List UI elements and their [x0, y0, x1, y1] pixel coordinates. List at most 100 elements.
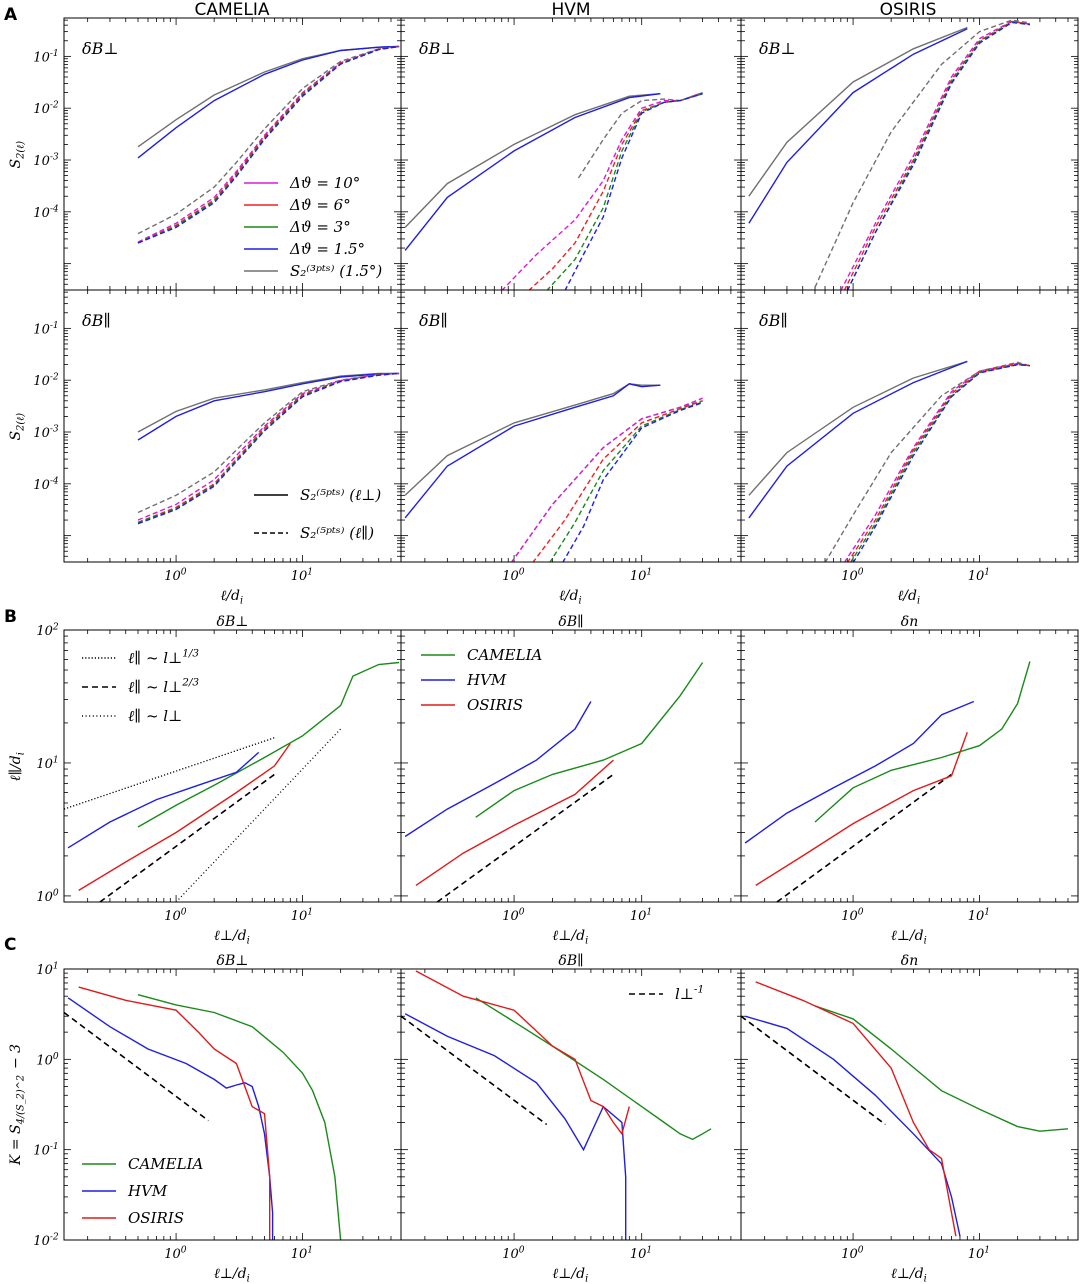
series-group: [404, 662, 704, 902]
panel-title: δB⊥: [217, 614, 249, 630]
series-line: [137, 372, 400, 524]
series-line: [562, 401, 703, 562]
series-line: [528, 93, 703, 290]
series-line-camelia: [137, 661, 400, 828]
series-line-hvm: [404, 701, 592, 838]
series-line-osiris: [755, 981, 957, 1237]
series-line: [404, 93, 661, 228]
legend-text: ℓ∥ ~ l⊥: [128, 707, 182, 725]
series-line: [852, 363, 1030, 562]
series-line: [748, 28, 968, 224]
panel-c-2: 100 101 ℓ⊥/di δn: [740, 953, 1079, 1284]
y-axis-label: ℓ∥/di: [8, 751, 27, 782]
panel-a-top-1: δB⊥: [400, 17, 742, 291]
panel-field-label: δB∥: [419, 311, 448, 330]
series-line-camelia: [137, 994, 342, 1240]
series-line: [137, 372, 400, 521]
x-tick-label: 101: [968, 908, 992, 924]
x-tick-label: 100: [164, 568, 188, 584]
series-group: [404, 383, 703, 562]
plot-frame: [400, 289, 742, 563]
series-line-camelia: [814, 661, 1031, 823]
ticks: [401, 629, 742, 903]
y-tick-label: 100: [36, 1052, 60, 1068]
ticks: [741, 18, 1079, 290]
y-axis-label-group: S2(ℓ): [8, 412, 27, 441]
x-axis-label: ℓ⊥/di: [552, 1266, 589, 1284]
y-tick-label: 101: [36, 755, 60, 771]
panel-title: δB∥: [558, 953, 583, 969]
legend-text: OSIRIS: [467, 696, 523, 714]
x-tick-label: 101: [291, 908, 315, 924]
series-line: [748, 26, 968, 197]
series-line-osiris: [78, 743, 291, 891]
series-line: [846, 362, 1031, 562]
column-title-camelia: CAMELIA: [194, 0, 269, 20]
x-tick-label: 101: [291, 1246, 315, 1262]
column-title-hvm: HVM: [551, 0, 590, 20]
legend-text: ℓ∥ ~ l⊥2/3: [128, 677, 201, 696]
reference-line: [99, 773, 275, 902]
y-tick-label: 10-1: [33, 1142, 60, 1158]
ticks: [64, 18, 402, 290]
series-group: [401, 970, 712, 1240]
y-axis-label-group: S2(ℓ): [8, 140, 27, 169]
series-line: [843, 20, 1031, 290]
series-group: [748, 360, 1031, 562]
y-tick-label: 10-1: [33, 49, 60, 65]
panel-b-2: 100 101 ℓ⊥/di δn: [740, 614, 1079, 947]
ticks: [401, 968, 742, 1241]
x-tick-label: 100: [502, 568, 526, 584]
x-tick-label: 100: [164, 1246, 188, 1262]
x-tick-label: 100: [841, 568, 865, 584]
panel-a-top-2: δB⊥: [740, 17, 1079, 291]
series-line: [577, 91, 703, 179]
plot-frame: [740, 289, 1079, 563]
ticks: [741, 968, 1079, 1241]
series-line-hvm: [67, 997, 274, 1240]
series-line: [849, 363, 1030, 562]
series-line: [501, 91, 703, 290]
panel-a-top-0: 10-4 10-3 10-2 10-1 S2(ℓ) δB⊥Δϑ = 10°Δϑ …: [8, 17, 402, 291]
y-tick-label: 10-2: [33, 101, 60, 117]
y-axis-label-group: K = S4/(S_2)^2 − 3: [8, 1044, 27, 1166]
panel-field-label: δB⊥: [419, 39, 455, 58]
reference-line: [401, 1015, 548, 1126]
x-axis-label: ℓ/di: [897, 588, 921, 607]
panel-a-bottom-0: 10-4 10-3 10-2 10-1 100 101 ℓ/di S2(ℓ) δ…: [8, 289, 402, 607]
panel-c-0: 10-2 10-1 100 101 100 101 ℓ⊥/di δB⊥ K = S…: [8, 953, 402, 1284]
legend-text: HVM: [127, 1182, 168, 1200]
series-line-camelia: [814, 1005, 1069, 1132]
figure-labels: A B C CAMELIA HVM OSIRIS: [4, 0, 936, 955]
panel-a-bottom-2: 100 101 ℓ/di δB∥: [740, 289, 1079, 607]
y-axis-label: S2(ℓ): [8, 412, 27, 441]
x-tick-label: 100: [841, 1246, 865, 1262]
x-tick-label: 101: [968, 568, 992, 584]
x-axis-label: ℓ⊥/di: [891, 1266, 928, 1284]
series-line: [404, 93, 661, 251]
legend: l⊥-1: [629, 984, 704, 1003]
panel-title: δB∥: [558, 614, 583, 630]
series-line: [137, 45, 400, 148]
series-line: [846, 21, 1030, 290]
series-group: [404, 91, 703, 290]
legend-text: Δϑ = 3°: [289, 218, 351, 236]
series-line-osiris: [415, 970, 630, 1136]
panel-title: δn: [901, 614, 918, 630]
legend-text: CAMELIA: [467, 646, 543, 664]
panel-a-bottom-1: 100 101 ℓ/di δB∥: [400, 289, 742, 607]
series-line-hvm: [744, 700, 975, 844]
legend: ℓ∥ ~ l⊥1/3 ℓ∥ ~ l⊥2/3 ℓ∥ ~ l⊥: [82, 648, 201, 725]
x-tick-label: 101: [630, 1246, 654, 1262]
plot-frame: [63, 289, 402, 563]
y-axis-label: S2(ℓ): [8, 140, 27, 169]
panel-letter-c: C: [4, 935, 16, 955]
series-line: [137, 45, 400, 159]
x-axis-label: ℓ⊥/di: [214, 928, 251, 947]
x-tick-label: 100: [164, 908, 188, 924]
series-line: [137, 372, 400, 441]
x-tick-label: 100: [502, 1246, 526, 1262]
series-group: [137, 45, 400, 244]
reference-line: [64, 1011, 209, 1122]
